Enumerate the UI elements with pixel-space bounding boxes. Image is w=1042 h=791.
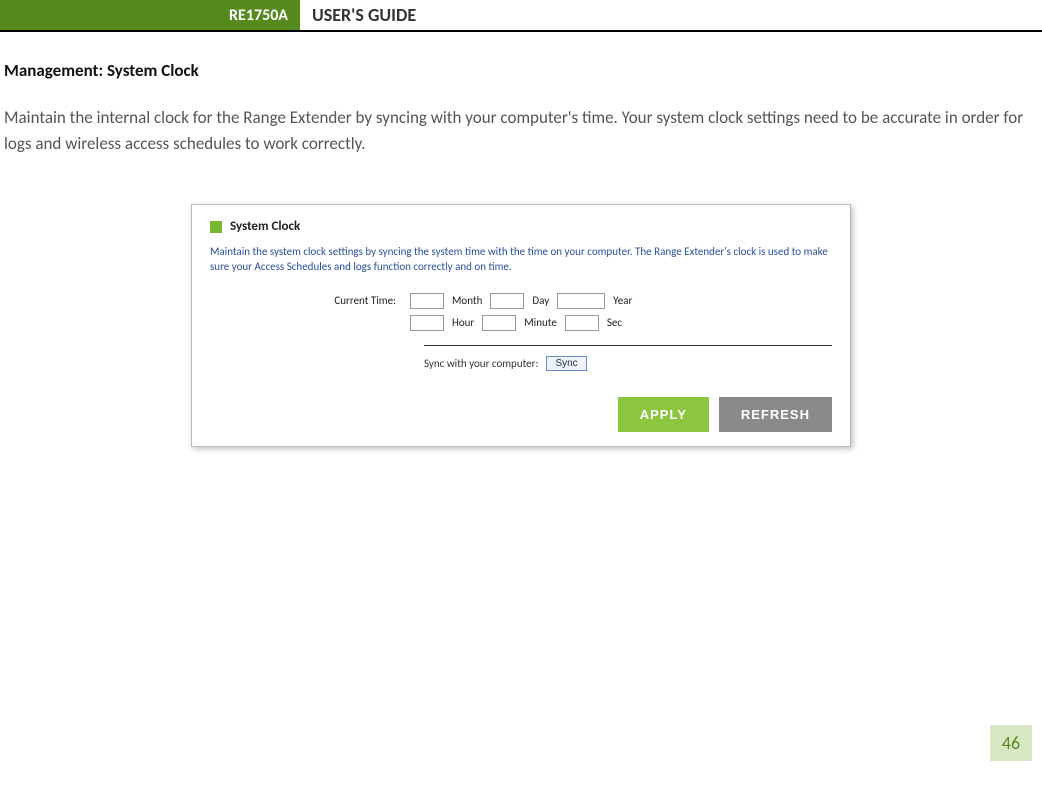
panel-title: System Clock	[230, 219, 300, 234]
section-title: Management: System Clock	[4, 60, 1042, 81]
sec-label: Sec	[607, 316, 622, 329]
month-input[interactable]	[410, 293, 444, 309]
sec-input[interactable]	[565, 315, 599, 331]
system-clock-panel: System Clock Maintain the system clock s…	[191, 204, 851, 447]
panel-description: Maintain the system clock settings by sy…	[210, 244, 832, 275]
minute-input[interactable]	[482, 315, 516, 331]
sync-row: Sync with your computer: Sync	[424, 356, 832, 371]
month-label: Month	[452, 294, 482, 307]
body-text: Maintain the internal clock for the Rang…	[4, 105, 1024, 156]
panel-title-icon	[210, 221, 222, 233]
date-row: Current Time: Month Day Year	[210, 293, 832, 309]
panel-container: System Clock Maintain the system clock s…	[0, 204, 1042, 447]
refresh-button[interactable]: REFRESH	[719, 397, 832, 432]
time-row: Hour Minute Sec	[210, 315, 832, 331]
time-inputs: Hour Minute Sec	[410, 315, 622, 331]
action-row: APPLY REFRESH	[210, 397, 832, 432]
sync-label: Sync with your computer:	[424, 357, 538, 370]
header-guide: USER'S GUIDE	[300, 0, 416, 30]
current-time-label: Current Time:	[210, 294, 410, 307]
day-input[interactable]	[490, 293, 524, 309]
panel-title-row: System Clock	[210, 219, 832, 234]
minute-label: Minute	[524, 316, 557, 329]
hour-input[interactable]	[410, 315, 444, 331]
sync-button[interactable]: Sync	[546, 356, 586, 371]
date-inputs: Month Day Year	[410, 293, 632, 309]
form-divider	[424, 345, 832, 346]
hour-label: Hour	[452, 316, 474, 329]
day-label: Day	[532, 294, 549, 307]
apply-button[interactable]: APPLY	[618, 397, 709, 432]
header-model: RE1750A	[0, 0, 300, 30]
year-input[interactable]	[557, 293, 605, 309]
page-number: 46	[990, 725, 1032, 761]
page-header: RE1750A USER'S GUIDE	[0, 0, 1042, 32]
year-label: Year	[613, 294, 632, 307]
